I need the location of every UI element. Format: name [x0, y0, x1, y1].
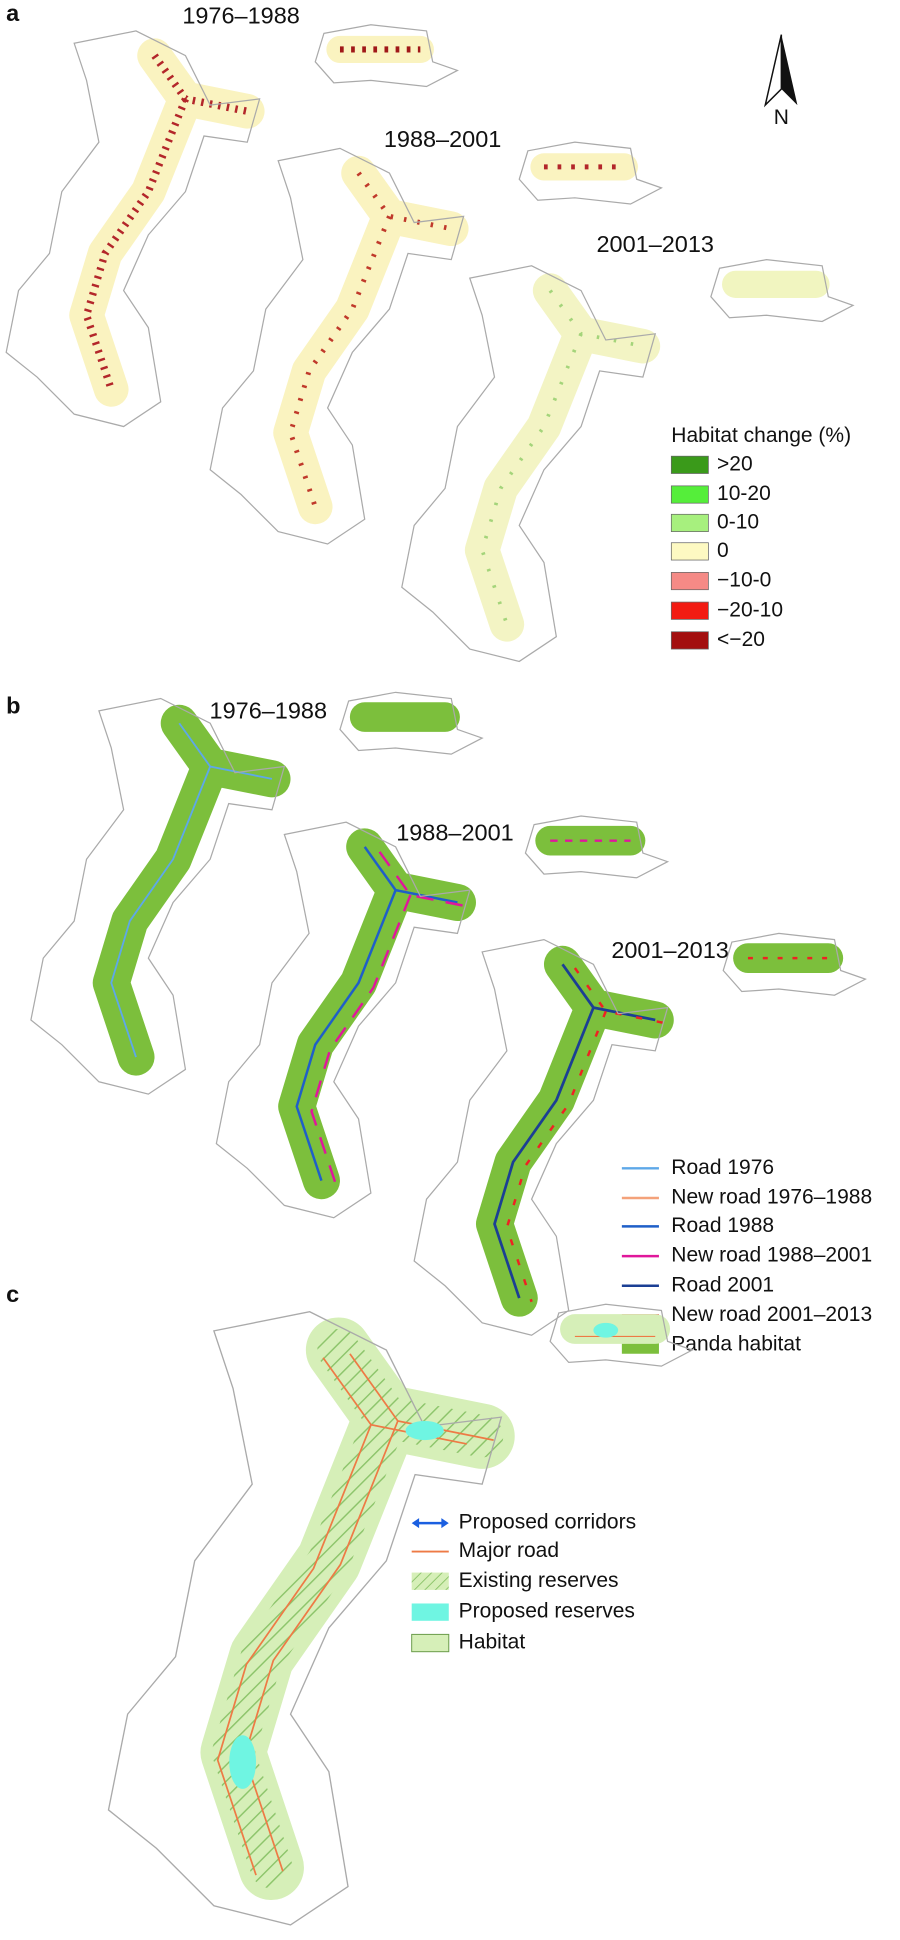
panel-label: a [6, 0, 20, 26]
period-label: 1976–1988 [210, 697, 327, 723]
legend-title: Habitat change (%) [671, 424, 851, 447]
panel-label: b [6, 692, 20, 718]
period-label: 2001–2013 [611, 937, 728, 963]
legend-item: Proposed corridors [459, 1511, 636, 1534]
legend-item: Proposed reserves [459, 1600, 635, 1623]
legend-item: −10-0 [717, 569, 771, 592]
legend-item: Panda habitat [671, 1333, 801, 1356]
map-b-2001 [413, 932, 867, 1336]
north-arrow: N [763, 34, 798, 129]
legend-item: New road 2001–2013 [671, 1303, 872, 1326]
legend-item: Major road [459, 1539, 559, 1562]
legend-item: Road 2001 [671, 1273, 774, 1296]
legend-item: <−20 [717, 628, 765, 651]
legend-item: 0-10 [717, 511, 759, 534]
map-c [107, 1310, 501, 1926]
legend-item: Road 1976 [671, 1156, 774, 1179]
period-label: 1976–1988 [182, 3, 299, 29]
figure-content: a 1976–1988 1988–2001 2001–2013 [5, 0, 872, 1926]
map-c-north [549, 1303, 693, 1367]
legend-b: Road 1976 New road 1976–1988 Road 1988 N… [621, 1156, 872, 1356]
period-label: 1988–2001 [384, 126, 501, 152]
period-label: 1988–2001 [396, 820, 513, 846]
legend-item: New road 1988–2001 [671, 1244, 872, 1267]
legend-item: >20 [717, 452, 753, 475]
legend-c: Proposed corridors Major road Existing r… [411, 1511, 636, 1654]
map-a-2001 [401, 259, 854, 663]
legend-item: Existing reserves [459, 1569, 619, 1592]
legend-item: New road 1976–1988 [671, 1186, 872, 1209]
legend-a: Habitat change (%) >20 10-20 0-10 0 −10-… [670, 424, 851, 651]
legend-item: 10-20 [717, 482, 771, 505]
legend-item: 0 [717, 539, 729, 562]
legend-item: −20-10 [717, 598, 783, 621]
north-label: N [774, 106, 789, 129]
panel-label: c [6, 1281, 19, 1307]
legend-item: Road 1988 [671, 1214, 774, 1237]
legend-item: Habitat [459, 1631, 526, 1654]
period-label: 2001–2013 [596, 231, 713, 257]
